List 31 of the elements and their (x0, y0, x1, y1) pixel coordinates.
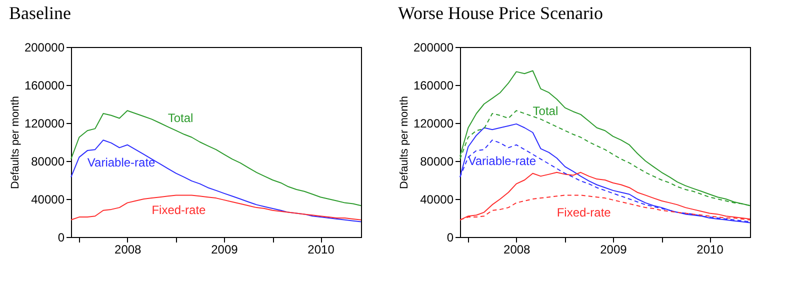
y-tick-label: 160000 (413, 78, 454, 92)
y-tick-label: 40000 (31, 192, 65, 206)
chart-title: Worse House Price Scenario (398, 3, 603, 23)
x-tick-label: 2009 (600, 242, 628, 256)
line-series (70, 140, 362, 222)
x-tick-label: 2009 (211, 242, 238, 256)
x-tick-label: 2008 (114, 242, 142, 256)
line-series (70, 110, 362, 206)
y-axis-title: Defaults per month (9, 96, 22, 189)
y-tick-label: 40000 (420, 192, 454, 206)
y-tick-label: 200000 (24, 40, 65, 54)
y-tick-label: 80000 (31, 154, 65, 168)
x-tick-label: 2008 (504, 242, 531, 256)
series-label: Variable-rate (87, 156, 156, 170)
y-tick-label: 120000 (24, 116, 65, 130)
y-tick-label: 160000 (24, 78, 65, 92)
x-tick-label: 2010 (696, 242, 724, 256)
series-label: Fixed-rate (556, 205, 612, 220)
line-series (70, 194, 362, 220)
series-label: Fixed-rate (152, 203, 206, 218)
series-label: Total (532, 104, 558, 118)
y-tick-label: 0 (58, 230, 65, 244)
y-tick-label: 120000 (413, 116, 454, 130)
series-label: Total (168, 110, 194, 125)
y-axis-title: Defaults per month (398, 96, 410, 189)
y-tick-label: 80000 (420, 154, 454, 168)
x-tick-label: 2010 (308, 242, 335, 256)
y-tick-label: 200000 (413, 40, 454, 54)
y-tick-label: 0 (446, 230, 454, 244)
series-label: Variable-rate (468, 154, 536, 168)
chart-title: Baseline (8, 3, 71, 23)
